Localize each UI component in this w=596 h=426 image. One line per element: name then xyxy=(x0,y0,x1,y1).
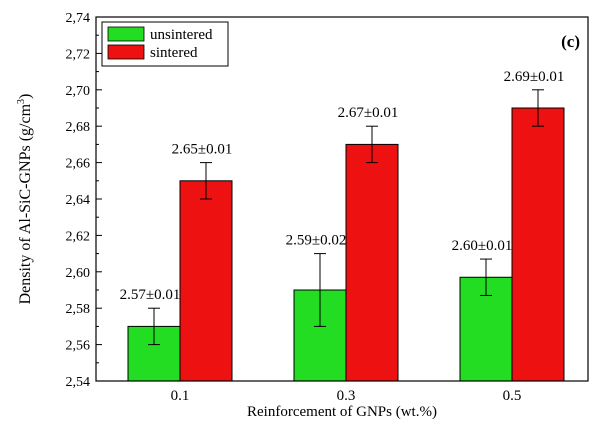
y-tick-label: 2,60 xyxy=(66,266,91,281)
x-tick-label: 0.5 xyxy=(503,388,522,404)
legend: unsintered sintered xyxy=(101,21,229,67)
y-axis-title-close: ) xyxy=(17,94,34,99)
data-label: 2.69±0.01 xyxy=(504,69,565,85)
data-label: 2.57±0.01 xyxy=(120,287,181,303)
y-tick-label: 2,68 xyxy=(66,120,91,135)
y-axis-title-superscript: 3 xyxy=(16,99,27,104)
x-tick-label: 0.1 xyxy=(171,388,190,404)
y-tick-label: 2,54 xyxy=(66,375,91,390)
y-tick-label: 2,58 xyxy=(66,302,91,317)
legend-swatch-sintered xyxy=(107,44,145,60)
panel-label: (c) xyxy=(561,32,580,51)
data-label: 2.59±0.02 xyxy=(286,233,347,249)
x-axis-title: Reinforcement of GNPs (wt.%) xyxy=(247,404,437,420)
y-tick-label: 2,70 xyxy=(66,84,91,99)
x-tick-label: 0.3 xyxy=(337,388,356,404)
bar-sintered xyxy=(345,143,399,382)
axes: 2,54 2,56 2,58 2,60 2,62 2,64 2,66 2,68 2,70 2,72… xyxy=(66,11,522,404)
y-tick-label: 2,66 xyxy=(66,157,91,172)
data-label: 2.67±0.01 xyxy=(338,105,399,121)
bar-sintered xyxy=(511,107,565,382)
y-tick-label: 2,72 xyxy=(66,47,91,62)
legend-swatch-unsintered xyxy=(107,26,145,42)
bar-sintered xyxy=(179,180,233,382)
y-tick-label: 2,62 xyxy=(66,229,91,244)
data-label: 2.60±0.01 xyxy=(452,238,513,254)
data-label: 2.65±0.01 xyxy=(172,142,233,158)
y-axis-title: Density of Al-SiC-GNPs (g/cm3) xyxy=(16,94,34,305)
plot-area: 2.57±0.01 2.65±0.01 2.59±0.02 2.67±0.01 2.60… xyxy=(120,69,565,382)
y-tick-label: 2,56 xyxy=(66,339,91,354)
y-axis-title-main: Density of Al-SiC-GNPs (g/cm xyxy=(17,103,34,304)
legend-label-sintered: sintered xyxy=(150,45,198,61)
legend-label-unsintered: unsintered xyxy=(150,27,213,43)
y-tick-label: 2,64 xyxy=(66,193,91,208)
y-tick-label: 2,74 xyxy=(66,11,91,26)
